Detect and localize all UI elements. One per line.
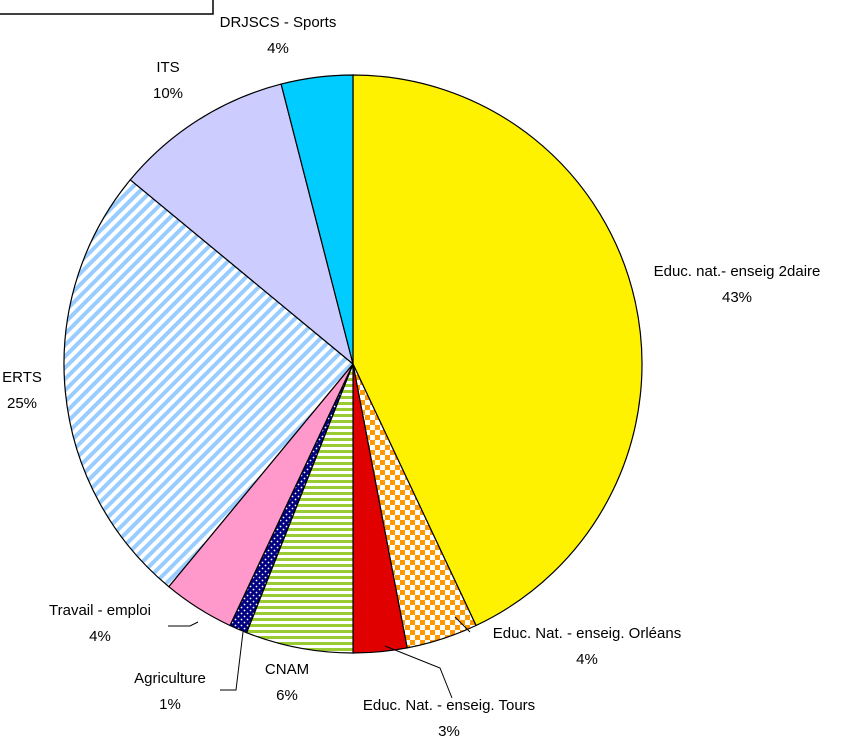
slice-value-label: 3% — [438, 723, 460, 738]
leader-line — [384, 645, 453, 699]
slice-label: CNAM — [265, 661, 309, 678]
pie-slice — [129, 83, 355, 366]
slice-value-label: 6% — [276, 687, 298, 704]
slice-label: DRJSCS - Sports — [220, 14, 337, 31]
pie — [63, 74, 643, 654]
slice-value-label: 4% — [576, 651, 598, 668]
leader-lines — [168, 616, 471, 699]
leader-line — [454, 616, 471, 633]
slice-value-label: 1% — [159, 696, 181, 713]
slice-value-label: 10% — [153, 85, 183, 102]
pie-slice — [352, 74, 643, 627]
slice-label: ERTS — [2, 369, 42, 386]
labels: Educ. nat.- enseig 2daire 43% Educ. Nat. -… — [2, 14, 820, 738]
slice-label: Agriculture — [134, 670, 206, 687]
leader-line — [168, 621, 199, 627]
slice-value-label: 25% — [7, 395, 37, 412]
slice-value-label: 43% — [722, 289, 752, 306]
slice-label: Educ. Nat. - enseig. Orléans — [493, 625, 681, 642]
slice-label: Educ. nat.- enseig 2daire — [654, 263, 821, 280]
slice-label: Travail - emploi — [49, 602, 151, 619]
pie-slice — [280, 74, 354, 365]
slice-value-label: 4% — [267, 40, 289, 57]
slice-value-label: 4% — [89, 628, 111, 645]
slice-label: Educ. Nat. - enseig. Tours — [363, 697, 535, 714]
leader-line — [220, 631, 244, 691]
frame-edge — [0, 0, 214, 15]
slice-label: ITS — [156, 59, 179, 76]
pie-slice — [63, 178, 354, 588]
